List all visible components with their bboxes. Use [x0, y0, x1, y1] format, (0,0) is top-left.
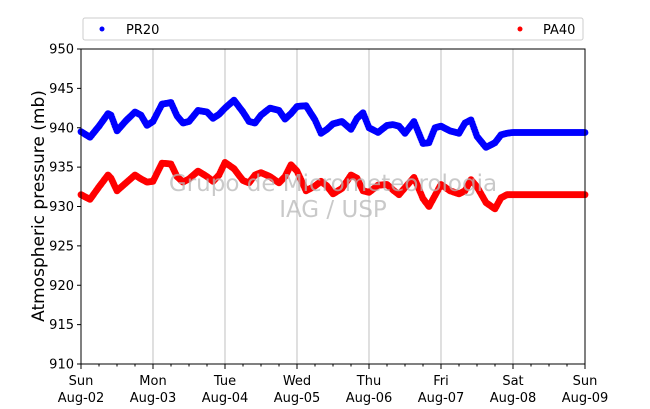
x-tick-day: Thu [356, 374, 381, 389]
x-tick-date: Aug-08 [490, 391, 537, 406]
x-tick-date: Aug-07 [418, 391, 465, 406]
x-tick-day: Sun [573, 374, 598, 389]
legend-label-pr20: PR20 [126, 23, 159, 38]
x-tick-date: Aug-05 [274, 391, 321, 406]
x-tick-date: Aug-04 [202, 391, 249, 406]
watermark: Grupo de Micrometeorologia IAG / USP [169, 171, 497, 223]
legend-box [82, 17, 584, 41]
legend[interactable]: PR20 PA40 [82, 17, 584, 41]
x-tick-day: Fri [433, 374, 449, 389]
x-axis: Sun Aug-02 Mon Aug-03 Tue Aug-04 Wed Aug-05 Thu A… [58, 364, 609, 406]
series-pa40 [77, 159, 589, 213]
x-tick-date: Aug-06 [346, 391, 393, 406]
x-tick-date: Aug-09 [562, 391, 609, 406]
y-tick-label: 950 [49, 43, 74, 58]
y-tick-label: 940 [49, 121, 74, 136]
grid-lines [152, 49, 514, 364]
legend-marker-pr20 [99, 26, 105, 32]
x-tick-date: Aug-03 [130, 391, 177, 406]
x-tick-day: Sat [502, 374, 523, 389]
y-tick-label: 910 [49, 358, 74, 373]
y-tick-label: 925 [49, 239, 74, 254]
x-tick-date: Aug-02 [58, 391, 105, 406]
watermark-line-1: Grupo de Micrometeorologia [169, 171, 497, 197]
legend-label-pa40: PA40 [543, 23, 575, 38]
y-tick-label: 920 [49, 279, 74, 294]
y-tick-label: 930 [49, 200, 74, 215]
x-tick-day: Sun [69, 374, 94, 389]
x-tick-day: Tue [213, 374, 236, 389]
series-layer [77, 96, 589, 213]
y-tick-label: 915 [49, 318, 74, 333]
y-tick-label: 935 [49, 161, 74, 176]
watermark-line-2: IAG / USP [279, 197, 387, 223]
y-axis-title: Atmospheric pressure (mb) [29, 90, 49, 322]
x-tick-day: Mon [139, 374, 166, 389]
series-pr20 [77, 96, 589, 151]
legend-marker-pa40 [517, 26, 523, 32]
x-tick-day: Wed [283, 374, 311, 389]
y-axis: 910 915 920 925 930 935 940 945 950 [49, 43, 81, 373]
y-tick-label: 945 [49, 82, 74, 97]
